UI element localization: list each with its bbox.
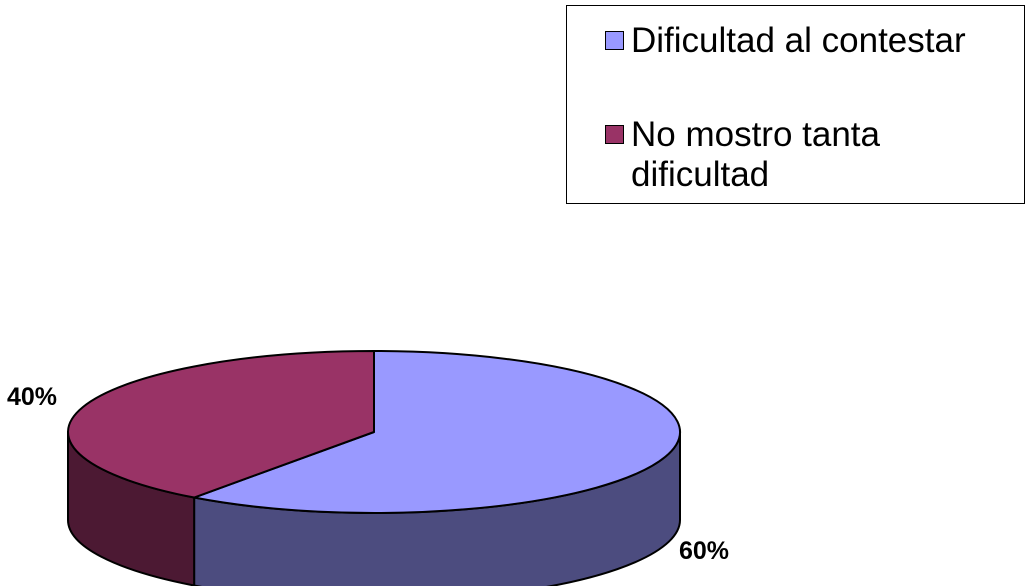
pie-slice-1: [67, 350, 375, 499]
legend-swatch-dificultad: [605, 31, 624, 50]
legend-label-dificultad: Dificultad al contestar: [631, 21, 966, 60]
data-label-40: 40%: [7, 383, 57, 411]
data-label-60: 60%: [679, 537, 729, 565]
legend-label-no-dificultad: No mostro tanta dificultad: [631, 115, 880, 194]
pie-slice-0: [193, 350, 681, 514]
legend-item-dificultad: Dificultad al contestar: [605, 21, 1011, 61]
legend-swatch-no-dificultad: [605, 125, 624, 144]
legend: Dificultad al contestar No mostro tanta …: [566, 5, 1025, 204]
pie-tops: [67, 350, 681, 514]
legend-item-no-dificultad: No mostro tanta dificultad: [605, 115, 1011, 195]
